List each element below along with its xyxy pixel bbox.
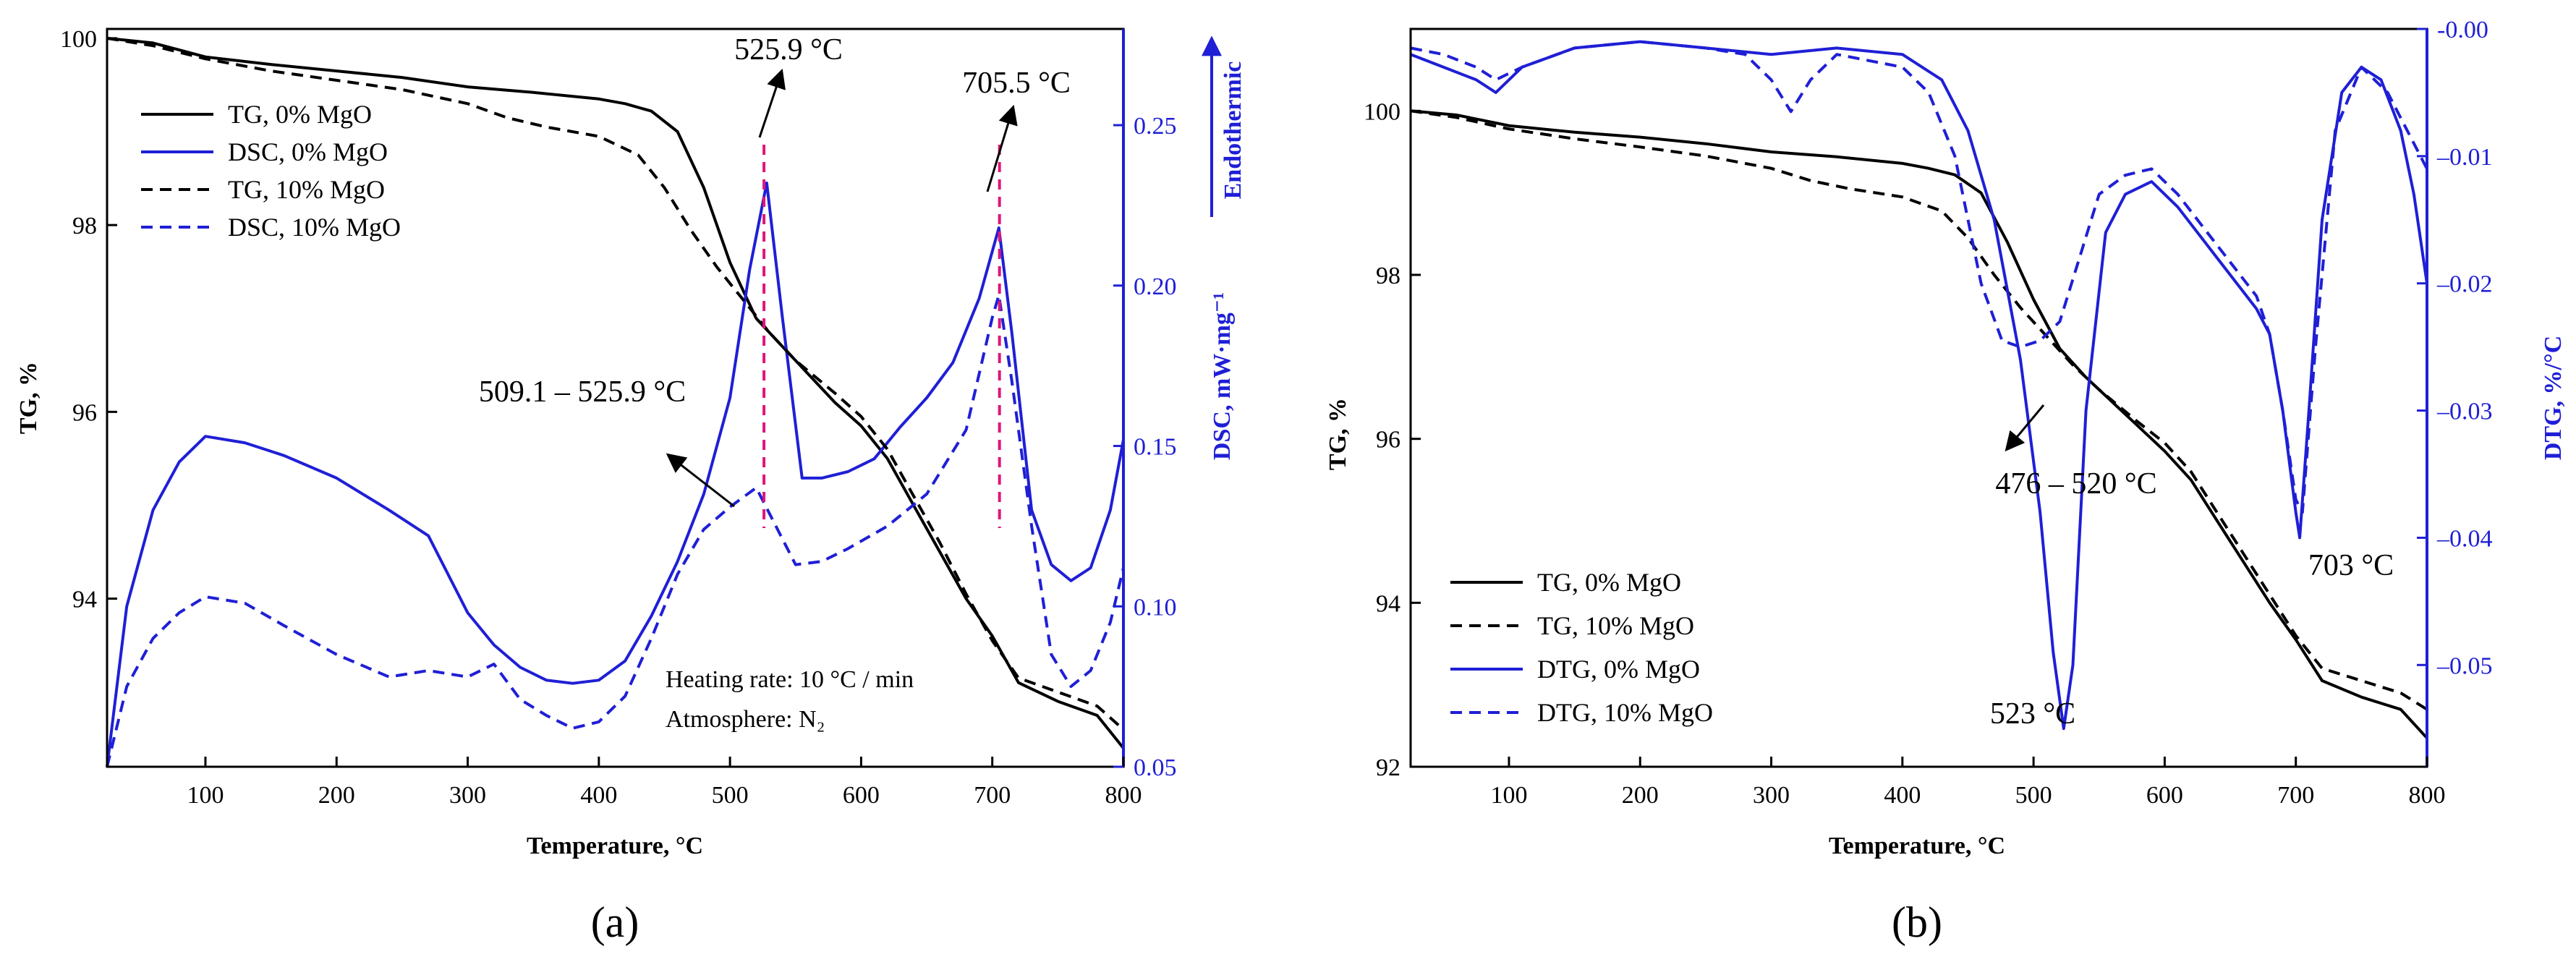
panel-a-peak-label-2: 705.5 °C	[962, 67, 1071, 100]
x-tick-label: 800	[2409, 782, 2446, 809]
y2-tick-label: –0.05	[2436, 652, 2493, 679]
panel-a-series	[106, 36, 1125, 767]
x-tick-label: 500	[712, 782, 749, 809]
legend-label: TG, 0% MgO	[228, 100, 372, 129]
y-tick-label: 94	[72, 587, 97, 613]
panel-b-range-label: 476 – 520 °C	[1995, 467, 2156, 501]
legend-label: DTG, 10% MgO	[1537, 698, 1713, 727]
panel-a-note-heating: Heating rate: 10 °C / min	[666, 666, 914, 693]
x-tick-label: 300	[1753, 782, 1790, 809]
panel-b-xlabel: Temperature, °C	[1829, 833, 2005, 859]
panel-b-y2label: DTG, %/°C	[2540, 336, 2567, 460]
y2-tick-label: –0.04	[2436, 525, 2493, 552]
panel-b: 100 200 300 400 500 600 700 800 92 94 96 98 100 –0.…	[1325, 17, 2567, 946]
panel-b-y2ticks: –0.05 –0.04 –0.03 –0.02 –0.01 -0.00	[2417, 17, 2493, 679]
panel-a-ylabel: TG, %	[15, 362, 42, 434]
panel-a-peak-label-1: 525.9 °C	[734, 33, 843, 67]
legend-label: DTG, 0% MgO	[1537, 655, 1700, 684]
legend-label: DSC, 10% MgO	[228, 213, 401, 242]
y2-tick-label: 0.15	[1134, 434, 1177, 461]
x-tick-label: 200	[1622, 782, 1659, 809]
panel-a-peak-arrow-1	[758, 68, 786, 138]
x-tick-label: 100	[1490, 782, 1527, 809]
panel-a-xticks: 100 200 300 400 500 600 700 800	[187, 757, 1142, 809]
legend-label: TG, 0% MgO	[1537, 568, 1681, 597]
legend-label: TG, 10% MgO	[228, 175, 385, 204]
series-line-2	[106, 181, 1125, 767]
panel-a-range-arrow	[666, 453, 735, 508]
panel-a-legend: TG, 0% MgO DSC, 0% MgO TG, 10% MgO DSC, …	[141, 100, 401, 242]
x-tick-label: 400	[1884, 782, 1921, 809]
panel-b-xticks: 100 200 300 400 500 600 700 800	[1490, 757, 2446, 809]
x-tick-label: 600	[843, 782, 880, 809]
panel-b-peak-label-523: 523 °C	[1990, 697, 2075, 731]
series-line-1	[1410, 109, 2428, 739]
series-line-2	[1410, 109, 2428, 711]
x-tick-label: 500	[2015, 782, 2052, 809]
panel-a-y2label: DSC, mW·mg⁻¹	[1209, 292, 1236, 460]
panel-b-label: (b)	[1892, 898, 1942, 946]
y2-tick-label: 0.10	[1134, 594, 1177, 621]
series-line-3	[106, 36, 1125, 731]
y-tick-label: 96	[1376, 427, 1400, 454]
legend-label: TG, 10% MgO	[1537, 611, 1694, 640]
panel-a-range-label: 509.1 – 525.9 °C	[479, 375, 686, 409]
y2-tick-label: 0.25	[1134, 113, 1177, 140]
y-tick-label: 100	[60, 26, 97, 53]
panel-b-peak-label-703: 703 °C	[2308, 549, 2394, 582]
x-tick-label: 700	[974, 782, 1011, 809]
y2-tick-label: –0.02	[2436, 271, 2493, 298]
x-tick-label: 200	[318, 782, 355, 809]
series-line-1	[106, 36, 1125, 749]
y2-tick-label: 0.20	[1134, 273, 1177, 300]
y2-tick-label: -0.00	[2437, 17, 2488, 43]
panel-a-xlabel: Temperature, °C	[527, 833, 703, 859]
panel-a-peak-arrow-2	[986, 104, 1018, 192]
y-tick-label: 96	[72, 399, 97, 426]
y-tick-label: 100	[1364, 98, 1400, 125]
x-tick-label: 600	[2146, 782, 2183, 809]
x-tick-label: 800	[1105, 782, 1142, 809]
panel-a-yticks: 94 96 98 100	[60, 26, 117, 613]
panel-a-endothermic-label: Endothermic	[1220, 61, 1246, 200]
series-line-4	[106, 294, 1125, 767]
y-tick-label: 94	[1376, 590, 1400, 617]
x-tick-label: 400	[580, 782, 617, 809]
panel-a-markers	[762, 145, 1001, 528]
x-tick-label: 300	[449, 782, 486, 809]
series-line-4	[1410, 40, 2428, 514]
y2-tick-label: 0.05	[1134, 754, 1177, 781]
panel-a-y2ticks: 0.05 0.10 0.15 0.20 0.25	[1113, 113, 1177, 781]
y-tick-label: 98	[72, 213, 97, 239]
panel-b-legend: TG, 0% MgO TG, 10% MgO DTG, 0% MgO DTG, …	[1450, 568, 1713, 727]
y-tick-label: 98	[1376, 263, 1400, 289]
x-tick-label: 100	[187, 782, 224, 809]
panel-b-series	[1410, 40, 2428, 739]
panel-b-ylabel: TG, %	[1325, 398, 1351, 470]
panel-b-yticks: 92 94 96 98 100	[1364, 98, 1421, 781]
legend-label: DSC, 0% MgO	[228, 137, 388, 166]
y2-tick-label: –0.01	[2436, 144, 2493, 171]
y-tick-label: 92	[1376, 754, 1400, 781]
y2-tick-label: –0.03	[2436, 399, 2493, 425]
x-tick-label: 700	[2277, 782, 2314, 809]
panel-a-label: (a)	[591, 898, 639, 946]
panel-a-note-atmosphere: Atmosphere: N₂	[666, 706, 825, 733]
panel-b-range-arrow	[2005, 404, 2045, 452]
